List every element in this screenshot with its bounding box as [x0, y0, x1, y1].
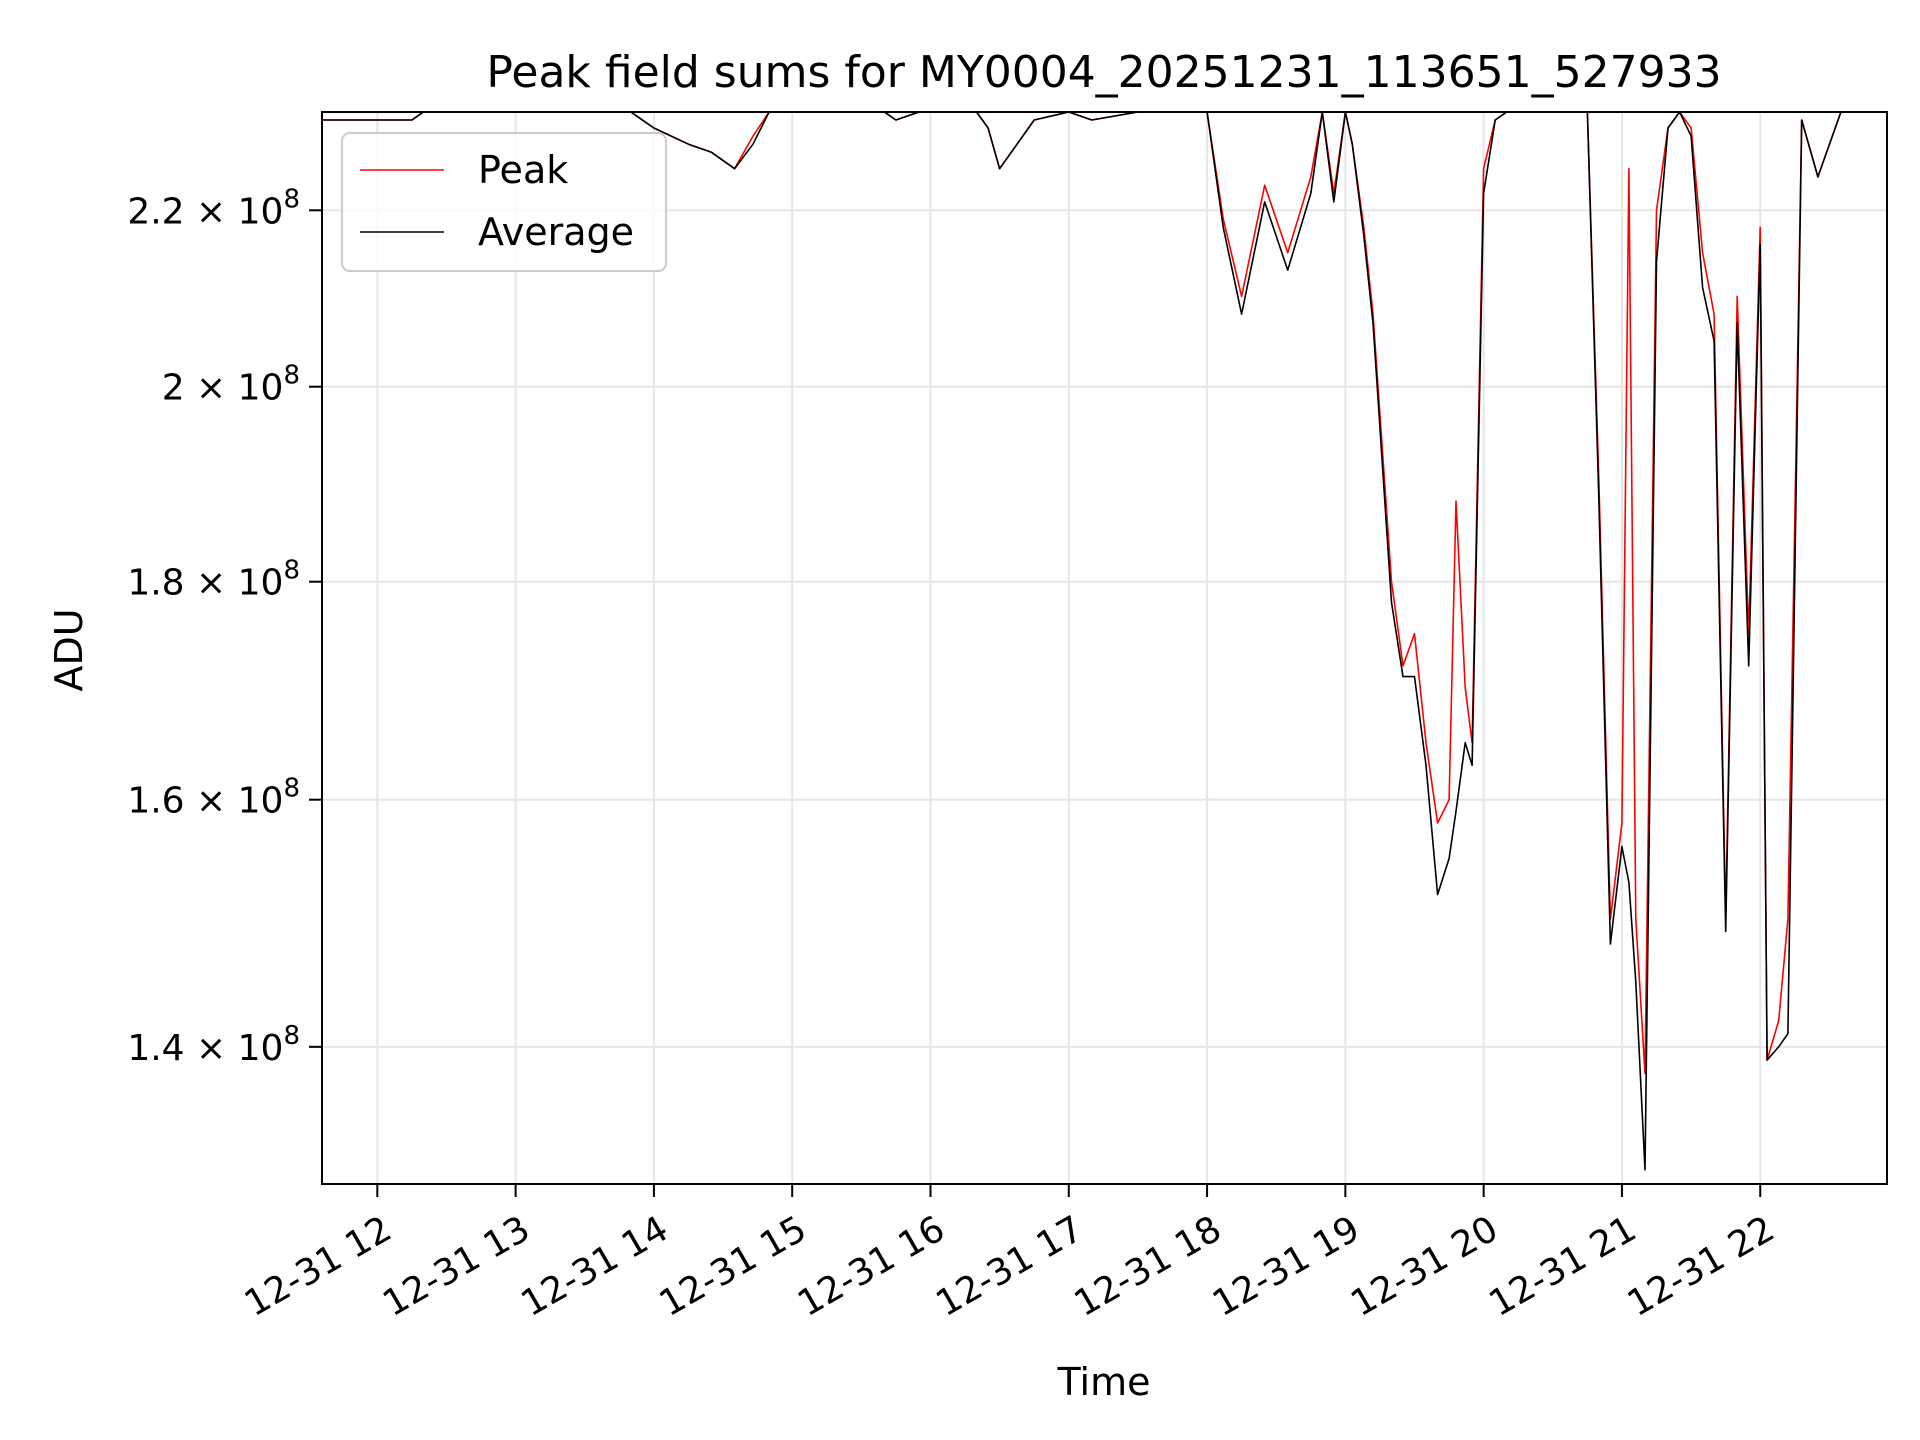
plot-frame — [321, 111, 1888, 1185]
y-axis-ticks: 1.4 × 108 1.6 × 108 1.8 × 108 2 × 108 2.2 × … — [127, 184, 322, 1069]
legend-box — [341, 132, 667, 272]
chart-title: Peak field sums for MY0004_20251231_1136… — [486, 47, 1721, 98]
y-tick-label: 1.8 × 108 — [127, 556, 300, 604]
y-tick-label: 1.6 × 108 — [127, 774, 300, 822]
legend-label-average: Average — [478, 210, 634, 254]
y-axis-label: ADU — [47, 608, 91, 691]
series-lines — [322, 112, 1887, 1171]
y-tick-label: 2.2 × 108 — [127, 184, 300, 232]
x-axis-label: Time — [1057, 1360, 1151, 1404]
y-tick-label: 1.4 × 108 — [127, 1021, 300, 1069]
series-line-average — [322, 112, 1887, 1171]
legend: Peak Average — [341, 132, 667, 272]
legend-label-peak: Peak — [478, 148, 568, 192]
y-tick-label: 2 × 108 — [162, 361, 300, 409]
